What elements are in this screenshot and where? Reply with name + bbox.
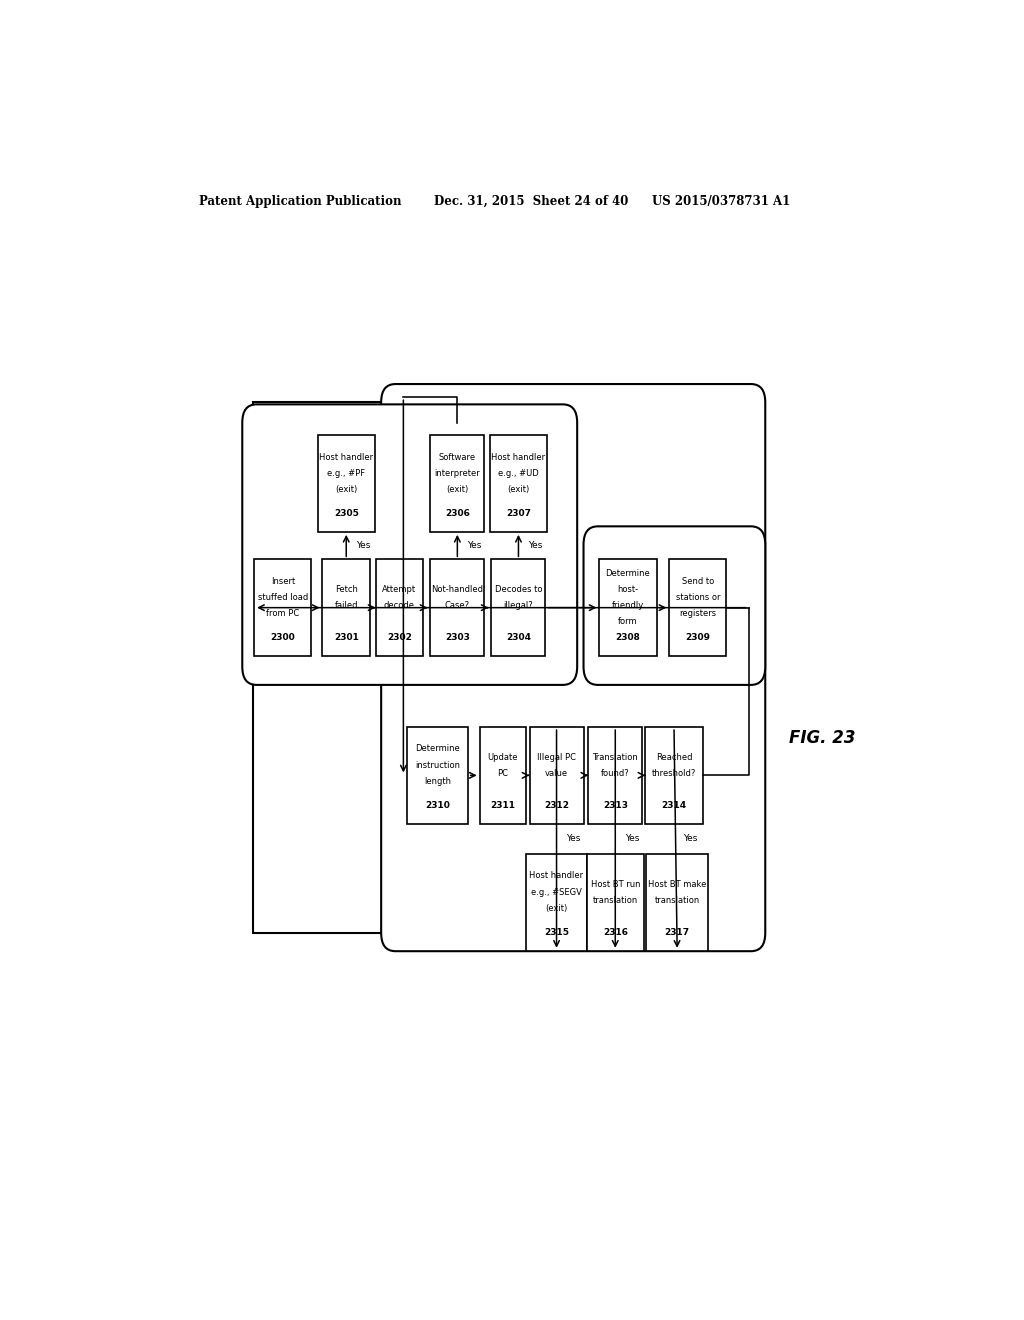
Text: 2306: 2306: [444, 510, 470, 519]
Text: failed: failed: [335, 601, 358, 610]
Text: interpreter: interpreter: [434, 469, 480, 478]
Text: 2304: 2304: [506, 634, 531, 642]
Text: 2302: 2302: [387, 634, 412, 642]
Bar: [317, 436, 375, 532]
Text: Insert: Insert: [270, 577, 295, 586]
Text: Patent Application Publication: Patent Application Publication: [200, 194, 402, 207]
Text: (exit): (exit): [546, 904, 567, 913]
Bar: [254, 560, 311, 656]
Text: e.g., #UD: e.g., #UD: [498, 469, 539, 478]
Text: Yes: Yes: [467, 541, 481, 550]
Text: Case?: Case?: [444, 601, 470, 610]
Text: 2303: 2303: [444, 634, 470, 642]
Text: form: form: [618, 618, 638, 627]
Text: Software: Software: [438, 453, 476, 462]
Text: Yes: Yes: [528, 541, 543, 550]
Text: e.g., #SEGV: e.g., #SEGV: [531, 888, 582, 896]
Bar: [645, 727, 702, 824]
Text: Yes: Yes: [566, 834, 581, 843]
Text: (exit): (exit): [335, 486, 357, 494]
Bar: [479, 727, 525, 824]
Text: Update: Update: [487, 752, 518, 762]
Text: 2301: 2301: [334, 634, 358, 642]
Text: Determine: Determine: [605, 569, 650, 578]
Bar: [253, 403, 755, 933]
Text: 2305: 2305: [334, 510, 358, 519]
Text: 2309: 2309: [685, 634, 711, 642]
Text: 2310: 2310: [425, 801, 450, 810]
Bar: [599, 560, 656, 656]
Bar: [529, 727, 584, 824]
Text: 2317: 2317: [665, 928, 690, 937]
Text: Decodes to: Decodes to: [495, 585, 542, 594]
Text: translation: translation: [654, 896, 699, 906]
Bar: [376, 560, 423, 656]
Bar: [408, 727, 468, 824]
Text: Not-handled: Not-handled: [431, 585, 483, 594]
Text: 2307: 2307: [506, 510, 531, 519]
Text: Send to: Send to: [682, 577, 714, 586]
Bar: [646, 854, 709, 950]
Text: translation: translation: [593, 896, 638, 906]
Text: Illegal PC: Illegal PC: [537, 752, 577, 762]
FancyBboxPatch shape: [381, 384, 765, 952]
Text: 2314: 2314: [662, 801, 686, 810]
Text: (exit): (exit): [446, 486, 468, 494]
Text: instruction: instruction: [415, 760, 460, 770]
Text: Host BT make: Host BT make: [648, 879, 707, 888]
Text: PC: PC: [497, 768, 508, 777]
Text: host-: host-: [617, 585, 639, 594]
Text: 2300: 2300: [270, 634, 295, 642]
Text: friendly: friendly: [612, 601, 644, 610]
Text: length: length: [424, 777, 451, 785]
Text: value: value: [545, 768, 568, 777]
Text: Yes: Yes: [625, 834, 639, 843]
Text: 2312: 2312: [544, 801, 569, 810]
Text: Host BT run: Host BT run: [591, 879, 640, 888]
Bar: [489, 436, 547, 532]
Text: 2313: 2313: [603, 801, 628, 810]
Text: stuffed load: stuffed load: [258, 593, 308, 602]
Text: from PC: from PC: [266, 610, 299, 618]
Bar: [430, 436, 484, 532]
Text: e.g., #PF: e.g., #PF: [328, 469, 366, 478]
Text: Determine: Determine: [415, 744, 460, 754]
Text: 2311: 2311: [490, 801, 515, 810]
Text: 2316: 2316: [603, 928, 628, 937]
Text: Yes: Yes: [684, 834, 698, 843]
Text: Yes: Yes: [355, 541, 370, 550]
Text: registers: registers: [679, 610, 717, 618]
FancyBboxPatch shape: [584, 527, 765, 685]
Text: Translation: Translation: [593, 752, 638, 762]
Text: Attempt: Attempt: [382, 585, 417, 594]
Text: Host handler: Host handler: [319, 453, 374, 462]
FancyBboxPatch shape: [243, 404, 578, 685]
Bar: [492, 560, 546, 656]
Bar: [430, 560, 484, 656]
Text: threshold?: threshold?: [652, 768, 696, 777]
Text: decode: decode: [384, 601, 415, 610]
Text: Dec. 31, 2015  Sheet 24 of 40: Dec. 31, 2015 Sheet 24 of 40: [433, 194, 628, 207]
Bar: [526, 854, 587, 950]
Bar: [587, 854, 644, 950]
Text: Fetch: Fetch: [335, 585, 357, 594]
Text: FIG. 23: FIG. 23: [790, 729, 856, 747]
Text: Host handler: Host handler: [492, 453, 546, 462]
Text: 2308: 2308: [615, 634, 640, 642]
Bar: [588, 727, 642, 824]
Text: found?: found?: [601, 768, 630, 777]
Text: Host handler: Host handler: [529, 871, 584, 880]
Text: illegal?: illegal?: [504, 601, 534, 610]
Text: 2315: 2315: [544, 928, 569, 937]
Text: stations or: stations or: [676, 593, 720, 602]
Bar: [670, 560, 726, 656]
Bar: [323, 560, 370, 656]
Text: Reached: Reached: [655, 752, 692, 762]
Text: US 2015/0378731 A1: US 2015/0378731 A1: [652, 194, 791, 207]
Text: (exit): (exit): [507, 486, 529, 494]
